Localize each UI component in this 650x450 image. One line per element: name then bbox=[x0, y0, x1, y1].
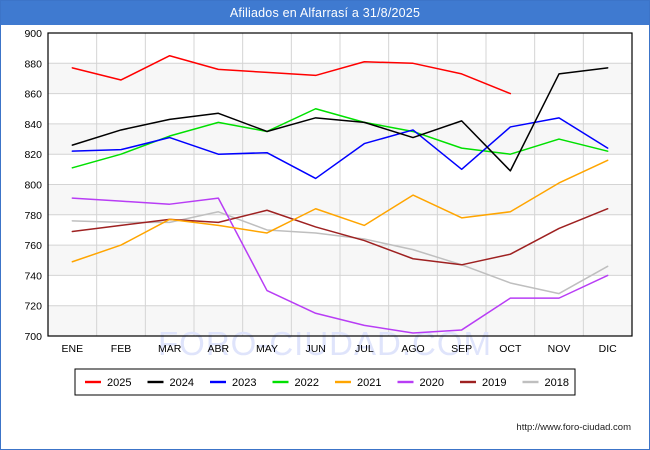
x-axis-tick-label: MAR bbox=[158, 343, 182, 355]
y-axis-tick-label: 840 bbox=[24, 119, 42, 131]
legend-label-2023[interactable]: 2023 bbox=[232, 377, 256, 389]
y-axis-tick-label: 900 bbox=[24, 28, 42, 40]
x-axis-tick-label: ABR bbox=[208, 343, 230, 355]
x-axis-tick-label: DIC bbox=[599, 343, 618, 355]
y-axis-tick-label: 780 bbox=[24, 210, 42, 222]
x-axis-tick-label: ENE bbox=[62, 343, 84, 355]
plot-frame bbox=[47, 32, 633, 337]
chart-plot-area: FORO-CIUDAD.COM 700 720 740 760 780 800 820 840… bbox=[1, 25, 649, 449]
x-axis-tick-label: FEB bbox=[111, 343, 131, 355]
legend-label-2020[interactable]: 2020 bbox=[420, 377, 444, 389]
series-line-2025 bbox=[71, 54, 512, 95]
y-axis-tick-label: 800 bbox=[24, 180, 42, 192]
x-axis-tick-label: OCT bbox=[499, 343, 522, 355]
y-axis-tick-label: 860 bbox=[24, 89, 42, 101]
legend-label-2025[interactable]: 2025 bbox=[107, 377, 131, 389]
series-line-2021 bbox=[71, 159, 609, 263]
chart-legend: 2025 2024 2023 2022 2021 2020 2019 2018 bbox=[74, 368, 576, 396]
series-line-2018 bbox=[71, 211, 609, 295]
source-url: http://www.foro-ciudad.com bbox=[516, 422, 631, 433]
x-axis-tick-label: SEP bbox=[451, 343, 472, 355]
legend-label-2022[interactable]: 2022 bbox=[295, 377, 319, 389]
x-axis-tick-label: NOV bbox=[548, 343, 571, 355]
y-axis-tick-label: 760 bbox=[24, 240, 42, 252]
x-axis-tick-label: AGO bbox=[401, 343, 424, 355]
series-line-2024 bbox=[71, 67, 609, 172]
series-line-2020 bbox=[71, 197, 609, 334]
page-title: Afiliados en Alfarrasí a 31/8/2025 bbox=[229, 6, 421, 20]
series-line-2023 bbox=[71, 117, 609, 180]
y-axis-tick-label: 720 bbox=[24, 301, 42, 313]
legend-label-2024[interactable]: 2024 bbox=[170, 377, 194, 389]
chart-title-bar: Afiliados en Alfarrasí a 31/8/2025 bbox=[1, 1, 649, 25]
x-axis-tick-label: JUL bbox=[355, 343, 374, 355]
x-axis-tick-labels: ENE FEB MAR ABR MAY JUN JUL AGO SEP OCT NOV DIC bbox=[62, 343, 618, 355]
x-axis-tick-label: JUN bbox=[305, 343, 325, 355]
y-axis-tick-label: 740 bbox=[24, 270, 42, 282]
y-axis-tick-label: 700 bbox=[24, 331, 42, 343]
data-series-group bbox=[71, 54, 609, 334]
y-axis-tick-labels: 700 720 740 760 780 800 820 840 860 880 900 bbox=[24, 28, 42, 343]
y-axis-tick-label: 880 bbox=[24, 58, 42, 70]
legend-label-2021[interactable]: 2021 bbox=[357, 377, 381, 389]
y-axis-tick-label: 820 bbox=[24, 149, 42, 161]
line-chart-svg: FORO-CIUDAD.COM 700720740760780800820840… bbox=[24, 28, 633, 433]
legend-label-2018[interactable]: 2018 bbox=[545, 377, 569, 389]
series-line-2019 bbox=[71, 207, 609, 266]
x-axis-tick-label: MAY bbox=[256, 343, 278, 355]
legend-label-2019[interactable]: 2019 bbox=[482, 377, 506, 389]
